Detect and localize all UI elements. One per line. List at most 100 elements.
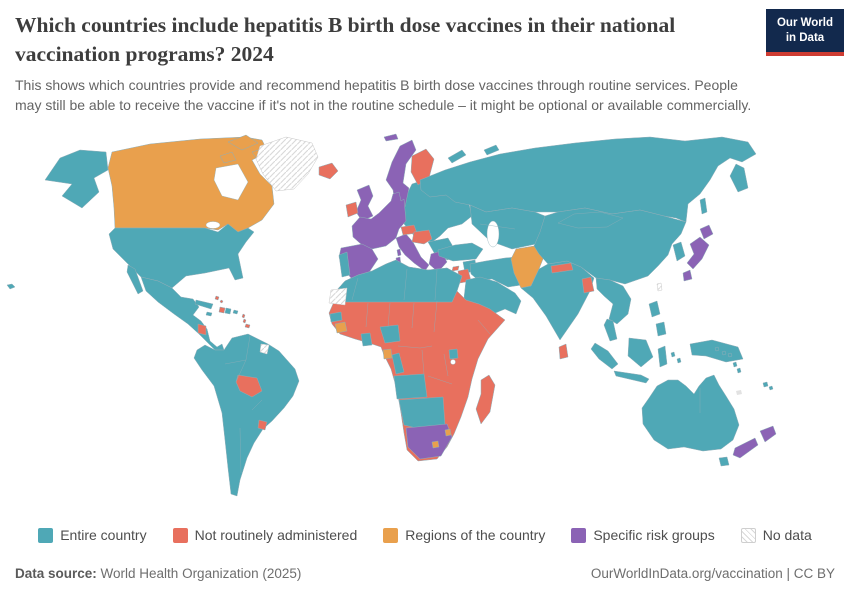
- arctic-island-3[interactable]: [219, 151, 237, 164]
- country-iceland[interactable]: [318, 162, 339, 180]
- country-bahamas[interactable]: [214, 295, 224, 304]
- islands-fiji[interactable]: [762, 381, 774, 391]
- country-nigeria[interactable]: [379, 324, 401, 344]
- data-source: Data source: World Health Organization (…: [15, 566, 301, 581]
- arctic-island-1[interactable]: [227, 134, 259, 151]
- country-bangladesh[interactable]: [581, 276, 595, 294]
- country-china[interactable]: [533, 207, 687, 285]
- page-title: Which countries include hepatitis B birt…: [15, 13, 676, 66]
- country-baja-mexico[interactable]: [126, 264, 144, 295]
- country-hungary-croatia[interactable]: [411, 229, 433, 245]
- legend-item-entire-country[interactable]: Entire country: [38, 527, 147, 543]
- world-map-svg: [6, 133, 777, 497]
- data-source-value: World Health Organization (2025): [96, 566, 302, 581]
- country-jamaica[interactable]: [205, 311, 213, 317]
- country-india[interactable]: [520, 260, 595, 341]
- island-tasmania[interactable]: [718, 456, 730, 467]
- country-cyprus[interactable]: [451, 265, 460, 272]
- country-eswatini[interactable]: [444, 428, 452, 437]
- country-lesotho[interactable]: [431, 440, 440, 449]
- country-hawaii[interactable]: [6, 283, 16, 290]
- country-nepal[interactable]: [550, 262, 574, 274]
- country-angola[interactable]: [393, 373, 428, 400]
- lake-victoria: [450, 359, 456, 365]
- arctic-island-russia-2[interactable]: [483, 144, 500, 156]
- country-ireland[interactable]: [345, 201, 359, 218]
- owid-logo-line1: Our World: [776, 17, 833, 29]
- country-haiti[interactable]: [218, 306, 226, 314]
- legend-label-entire-country: Entire country: [60, 527, 147, 543]
- legend-item-specific-risk-groups[interactable]: Specific risk groups: [571, 527, 715, 543]
- region-kamchatka[interactable]: [729, 163, 749, 193]
- country-uganda[interactable]: [448, 348, 459, 360]
- country-gabon[interactable]: [382, 348, 393, 360]
- country-south-america[interactable]: [193, 333, 300, 497]
- islands-vanuatu[interactable]: [732, 361, 742, 374]
- country-congo[interactable]: [391, 352, 405, 375]
- country-taiwan[interactable]: [656, 282, 663, 292]
- hudson-bay: [213, 163, 249, 201]
- legend-label-regions-of-country: Regions of the country: [405, 527, 546, 543]
- legend-label-no-data: No data: [762, 527, 812, 543]
- country-uruguay[interactable]: [257, 419, 268, 431]
- chart-footer: Data source: World Health Organization (…: [15, 566, 835, 581]
- country-korea[interactable]: [672, 241, 686, 262]
- islands-solomon[interactable]: [714, 346, 733, 358]
- legend-item-no-data[interactable]: No data: [740, 527, 812, 543]
- region-malay-peninsula[interactable]: [603, 318, 618, 342]
- country-dominican-republic[interactable]: [224, 307, 232, 315]
- country-guinea[interactable]: [334, 321, 348, 334]
- country-canada[interactable]: [107, 136, 275, 233]
- country-ghana[interactable]: [360, 332, 373, 347]
- legend-swatch-not-routinely-administered: [172, 527, 188, 543]
- country-western-sahara[interactable]: [328, 287, 348, 306]
- country-turkey[interactable]: [437, 242, 484, 262]
- country-svalbard[interactable]: [383, 133, 399, 142]
- island-sumatra[interactable]: [590, 342, 619, 370]
- region-sakhalin[interactable]: [699, 197, 708, 215]
- legend-swatch-no-data: [740, 527, 756, 543]
- island-borneo[interactable]: [627, 337, 654, 368]
- country-suriname[interactable]: [259, 343, 270, 355]
- island-sulawesi[interactable]: [657, 345, 668, 368]
- legend-item-not-routinely-administered[interactable]: Not routinely administered: [172, 527, 358, 543]
- country-nicaragua[interactable]: [197, 323, 207, 336]
- region-indochina[interactable]: [595, 277, 632, 325]
- country-japan[interactable]: [682, 224, 714, 282]
- country-senegal[interactable]: [329, 311, 343, 323]
- country-borders: [224, 211, 701, 474]
- country-uk[interactable]: [355, 184, 374, 222]
- data-source-label: Data source:: [15, 566, 97, 581]
- island-java[interactable]: [613, 370, 650, 384]
- chart-header: Which countries include hepatitis B birt…: [15, 11, 758, 116]
- legend-label-specific-risk-groups: Specific risk groups: [593, 527, 715, 543]
- chart-subtitle: This shows which countries provide and r…: [15, 77, 752, 114]
- country-greenland[interactable]: [255, 136, 319, 192]
- country-portugal[interactable]: [338, 251, 351, 278]
- great-lakes: [205, 221, 221, 229]
- country-puerto-rico[interactable]: [232, 309, 239, 315]
- legend-swatch-regions-of-country: [383, 527, 399, 543]
- country-namibia-botswana[interactable]: [398, 396, 446, 430]
- legend-swatch-specific-risk-groups: [571, 527, 587, 543]
- arctic-island-russia-1[interactable]: [447, 149, 467, 164]
- owid-logo[interactable]: Our World in Data: [766, 9, 844, 56]
- credit-link[interactable]: OurWorldInData.org/vaccination | CC BY: [590, 566, 835, 581]
- country-lesser-antilles[interactable]: [241, 313, 251, 329]
- country-alaska[interactable]: [44, 149, 109, 209]
- island-new-caledonia[interactable]: [736, 390, 742, 395]
- country-sri-lanka[interactable]: [558, 343, 569, 360]
- map-legend: Entire country Not routinely administere…: [0, 527, 850, 543]
- country-south-africa[interactable]: [405, 423, 453, 460]
- legend-label-not-routinely-administered: Not routinely administered: [194, 527, 358, 543]
- country-cuba[interactable]: [194, 299, 214, 310]
- country-philippines[interactable]: [648, 300, 667, 337]
- legend-item-regions-of-country[interactable]: Regions of the country: [383, 527, 545, 543]
- region-north-africa[interactable]: [336, 259, 463, 303]
- island-moluccas[interactable]: [670, 351, 682, 364]
- country-new-zealand[interactable]: [732, 425, 777, 459]
- country-madagascar[interactable]: [475, 374, 496, 425]
- country-australia[interactable]: [641, 374, 740, 452]
- world-map: [0, 128, 850, 516]
